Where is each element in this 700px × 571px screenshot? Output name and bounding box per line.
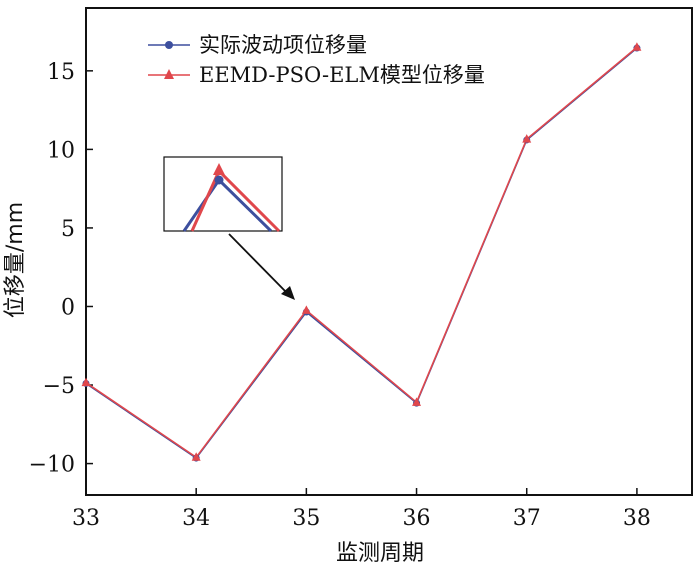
inset-marker-actual: [214, 175, 224, 185]
data-point-model: [191, 452, 201, 461]
data-point-model: [522, 134, 532, 143]
y-axis-label: 位移量/mm: [3, 202, 28, 318]
x-tick-label: 36: [403, 506, 431, 531]
x-tick-label: 33: [72, 506, 100, 531]
x-tick-label: 38: [623, 506, 651, 531]
y-tick-label: 15: [47, 60, 75, 85]
plot-frame: [85, 7, 693, 496]
zoom-arrow: [228, 233, 295, 300]
legend-label-actual: 实际波动项位移量: [199, 33, 367, 57]
data-point-model: [412, 397, 422, 406]
legend: 实际波动项位移量 EEMD-PSO-ELM模型位移量: [148, 33, 485, 87]
data-point-model: [301, 305, 311, 314]
legend-marker-model: [164, 69, 174, 79]
legend-marker-actual: [165, 41, 173, 49]
y-tick-label: −5: [43, 374, 75, 399]
series-layer: [81, 42, 642, 462]
inset-frame: [163, 156, 283, 232]
series-line-1: [85, 46, 638, 459]
ticks: [85, 70, 638, 495]
inset-marker-model: [213, 163, 225, 175]
x-tick-label: 37: [513, 506, 541, 531]
legend-label-model: EEMD-PSO-ELM模型位移量: [199, 63, 485, 87]
data-point-model: [81, 377, 91, 387]
series-line-0: [85, 47, 638, 460]
data-point-model: [632, 42, 642, 51]
y-tick-label: 5: [61, 217, 75, 242]
inset-zoom: [163, 156, 283, 233]
x-tick-label: 35: [292, 506, 320, 531]
y-tick-label: 0: [61, 295, 75, 320]
tick-labels: 33 34 35 36 37 38 15 10 5 0 −5 −10: [29, 60, 651, 531]
y-tick-label: −10: [29, 453, 75, 478]
x-axis-label: 监测周期: [336, 541, 424, 566]
x-tick-label: 34: [182, 506, 210, 531]
y-tick-label: 10: [47, 138, 75, 163]
